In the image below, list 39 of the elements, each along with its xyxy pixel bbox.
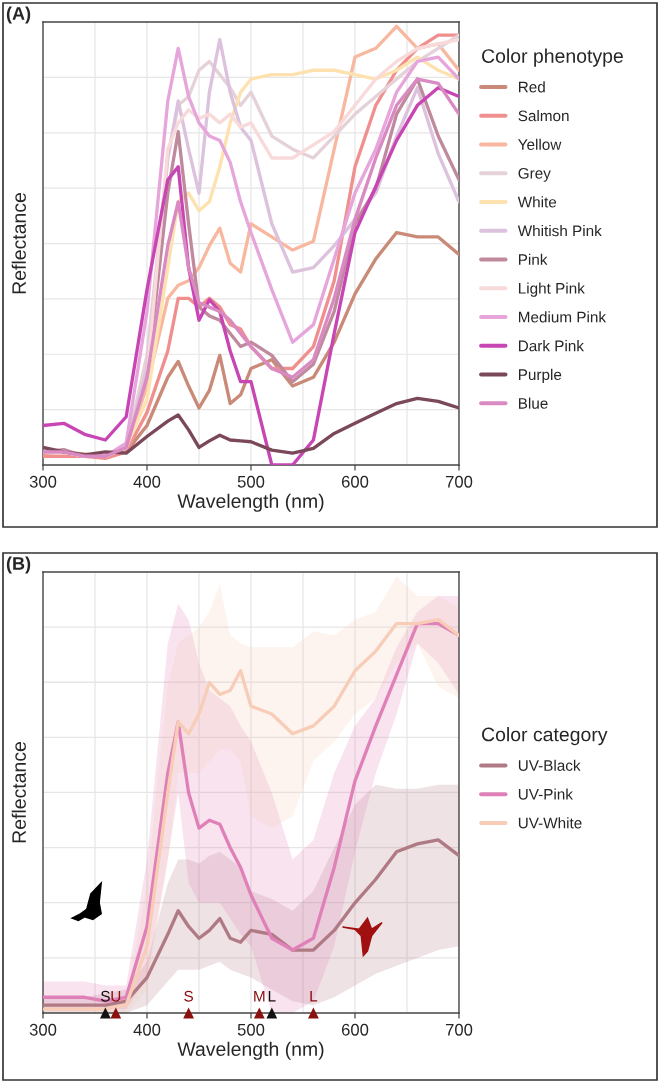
x-tick-label: 600	[341, 1023, 369, 1036]
annotation: L	[310, 990, 318, 1002]
legend-label: Whitish Pink	[517, 225, 602, 237]
x-axis-title: Wavelength (nm)	[177, 1041, 324, 1060]
annotation: S	[101, 990, 110, 1002]
legend-label: UV-White	[518, 817, 582, 829]
legend-label: Salmon	[518, 110, 569, 122]
y-axis-title: Reflectance	[11, 193, 26, 294]
x-tick-label: 300	[29, 475, 57, 488]
legend-title: Color phenotype	[482, 48, 623, 67]
legend-label: Dark Pink	[518, 340, 584, 352]
chart-title: (B)	[6, 556, 31, 574]
x-tick-label: 400	[133, 475, 161, 488]
x-tick-label: 700	[445, 1023, 473, 1036]
y-axis-title: Reflectance	[11, 742, 26, 843]
x-tick-label: 300	[29, 1023, 57, 1036]
legend-label: Yellow	[518, 138, 562, 150]
legend-title: Color category	[482, 727, 608, 746]
legend-label: UV-Black	[518, 759, 581, 771]
legend-label: Light Pink	[518, 282, 585, 297]
annotation: S	[184, 990, 193, 1002]
legend-label: UV-Pink	[518, 788, 573, 800]
annotation: M	[254, 990, 265, 1002]
x-axis-title: Wavelength (nm)	[177, 493, 324, 512]
legend-label: Blue	[518, 397, 548, 409]
legend-label: Pink	[518, 253, 548, 265]
legend-label: Grey	[518, 167, 551, 182]
x-tick-label: 500	[237, 1023, 265, 1036]
annotation: L	[268, 990, 276, 1002]
legend-label: White	[517, 196, 557, 208]
x-tick-label: 500	[237, 475, 265, 488]
chart-title: (A)	[6, 6, 31, 24]
legend-label: Red	[518, 81, 545, 93]
x-tick-label: 600	[341, 475, 369, 488]
x-tick-label: 400	[133, 1023, 161, 1036]
legend-label: Medium Pink	[518, 311, 607, 323]
x-tick-label: 700	[445, 475, 473, 488]
annotation: U	[111, 990, 121, 1002]
legend-label: Purple	[518, 368, 562, 384]
